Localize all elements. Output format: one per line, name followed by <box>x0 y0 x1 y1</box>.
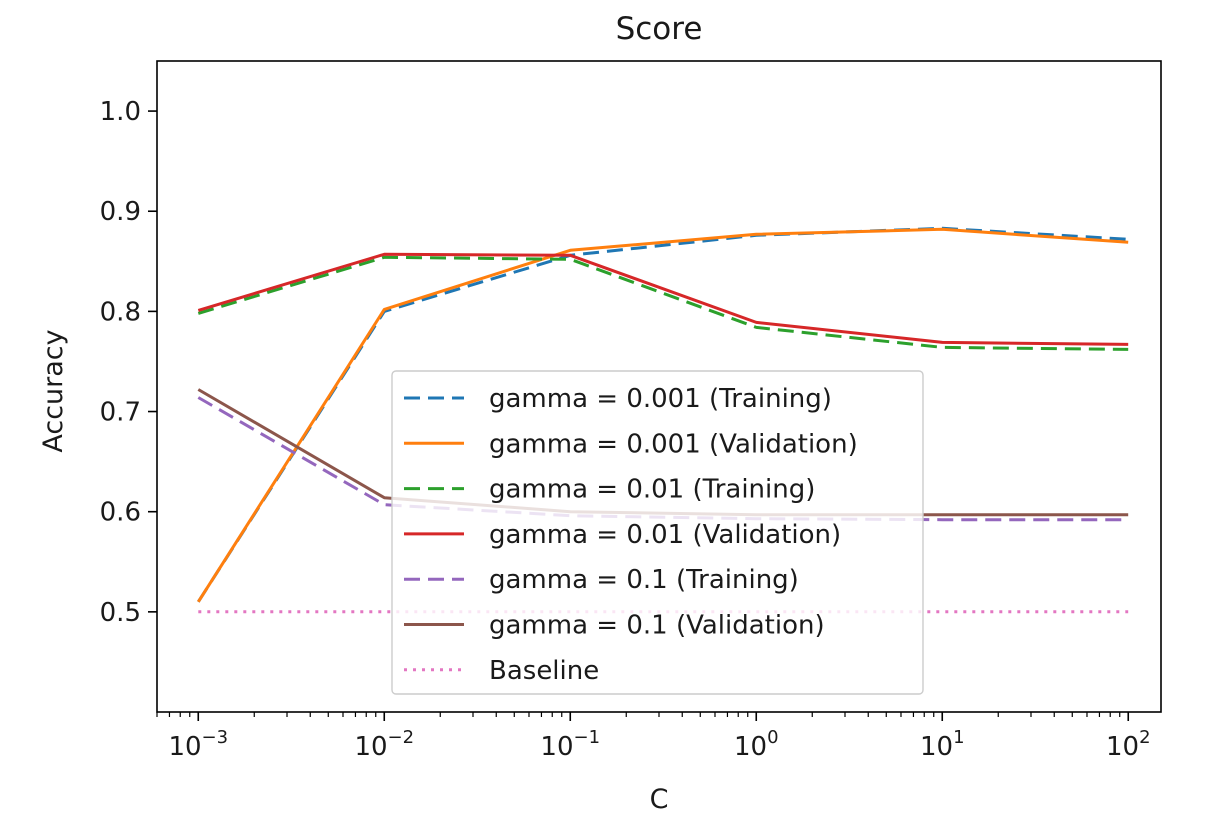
x-tick-label: 101 <box>920 727 965 762</box>
y-tick-label: 1.0 <box>100 97 141 127</box>
x-axis-label: C <box>650 784 669 815</box>
x-tick-label: 10−2 <box>354 727 414 762</box>
legend-label-4: gamma = 0.01 (Validation) <box>489 520 841 550</box>
series-line-2 <box>197 227 1129 603</box>
x-tick-label: 10−3 <box>168 727 228 762</box>
legend-label-7: Baseline <box>489 656 599 686</box>
legend-label-3: gamma = 0.01 (Training) <box>489 475 815 505</box>
legend-box <box>391 370 924 695</box>
y-tick-label: 0.9 <box>100 197 141 227</box>
x-axis: 10−3 10−2 10−1 100 101 102 <box>156 712 1151 762</box>
series-line-4 <box>197 252 1129 346</box>
legend: gamma = 0.001 (Training) gamma = 0.001 (V… <box>391 370 924 695</box>
legend-label-1: gamma = 0.001 (Training) <box>489 384 832 414</box>
chart-title: Score <box>616 11 703 47</box>
legend-label-2: gamma = 0.001 (Validation) <box>489 429 858 459</box>
x-tick-label: 100 <box>734 727 779 762</box>
series-line-3 <box>197 255 1129 351</box>
y-tick-label: 0.6 <box>100 498 141 528</box>
legend-label-5: gamma = 0.1 (Training) <box>489 565 799 595</box>
y-axis-label: Accuracy <box>38 329 69 452</box>
y-axis: 0.5 0.6 0.7 0.8 0.9 1.0 <box>100 97 157 628</box>
legend-label-6: gamma = 0.1 (Validation) <box>489 611 825 641</box>
y-tick-label: 0.7 <box>100 398 141 428</box>
x-tick-label: 102 <box>1106 727 1151 762</box>
y-tick-label: 0.8 <box>100 297 141 327</box>
y-tick-label: 0.5 <box>100 598 141 628</box>
legend-items: gamma = 0.001 (Training) gamma = 0.001 (V… <box>404 384 858 686</box>
x-tick-label: 10−1 <box>540 727 600 762</box>
